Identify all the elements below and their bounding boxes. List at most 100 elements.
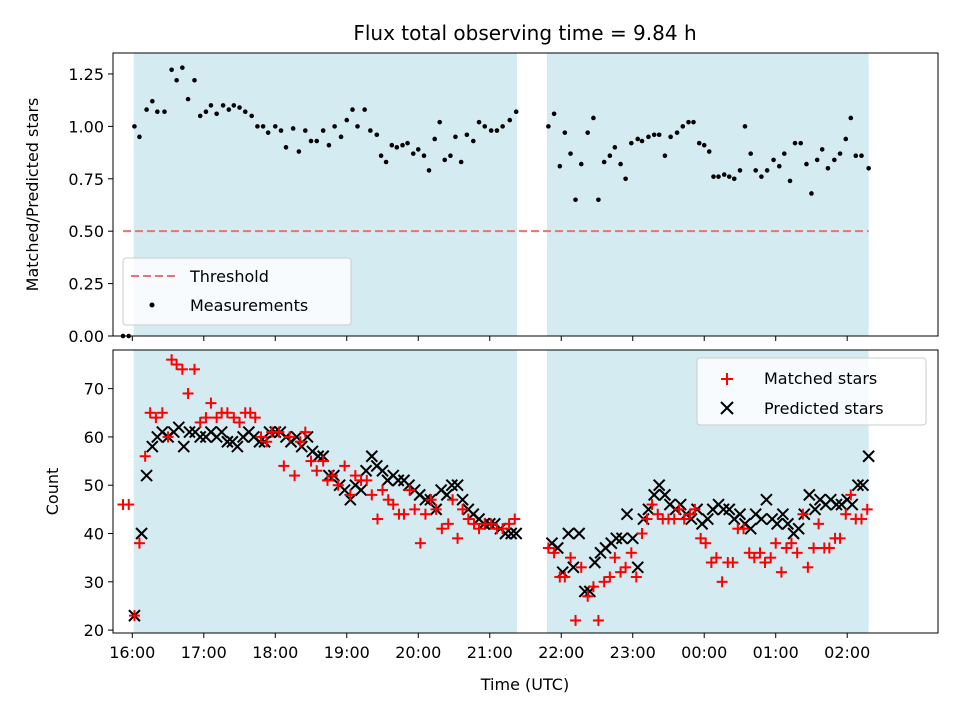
matched-star-marker: [452, 532, 464, 544]
legend-matched-label: Matched stars: [764, 369, 877, 388]
measurement-point: [226, 107, 232, 112]
measurement-point: [249, 113, 254, 119]
predicted-star-marker: [647, 488, 661, 502]
matched-star-marker: [425, 494, 437, 506]
measurement-point: [557, 163, 563, 169]
measurement-point: [471, 138, 476, 144]
matched-star-marker: [582, 590, 594, 602]
matched-star-marker: [150, 412, 162, 424]
y-tick-label: 0.50: [68, 222, 104, 241]
matched-star-marker: [305, 455, 317, 467]
predicted-star-marker: [365, 450, 379, 463]
top-y-ticks: 0.00 0.25 0.50 0.75 1.00 1.25: [68, 65, 113, 346]
measurement-point: [825, 165, 831, 171]
matched-star-marker: [797, 508, 809, 520]
measurement-point: [612, 145, 618, 150]
measurement-point: [656, 132, 662, 138]
matched-star-marker: [139, 450, 151, 462]
measurement-point: [513, 109, 519, 114]
predicted-star-marker: [253, 435, 266, 448]
predicted-star-marker: [781, 517, 795, 531]
matched-star-marker: [299, 426, 311, 438]
measurement-point: [726, 174, 732, 179]
matched-star-marker: [592, 614, 604, 626]
measurement-point: [753, 168, 758, 173]
measurement-point: [362, 107, 367, 112]
matched-star-marker: [542, 542, 554, 554]
measurement-point: [220, 103, 226, 108]
matched-star-marker: [144, 407, 156, 419]
y-tick-label: 20: [84, 621, 104, 640]
measurement-point: [787, 178, 793, 184]
predicted-star-marker: [620, 507, 634, 521]
measurement-point: [804, 161, 809, 167]
matched-star-marker: [409, 503, 421, 515]
measurement-point: [562, 130, 568, 135]
matched-star-marker: [641, 513, 653, 525]
measurement-point: [383, 159, 389, 165]
matched-star-marker: [372, 513, 384, 525]
predicted-star-marker: [851, 479, 865, 492]
matched-star-marker: [748, 552, 760, 564]
measurement-point: [776, 163, 782, 169]
measurement-point: [866, 165, 871, 171]
predicted-star-marker: [456, 493, 469, 506]
matched-star-marker: [162, 431, 174, 443]
predicted-star-marker: [652, 479, 666, 492]
matched-star-marker: [727, 556, 739, 568]
predicted-star-marker: [301, 430, 314, 444]
measurement-point: [662, 153, 668, 159]
measurement-point: [290, 126, 296, 131]
matched-star-marker: [785, 537, 797, 549]
predicted-star-marker: [194, 430, 207, 444]
matched-star-marker: [780, 542, 792, 554]
matched-star-marker: [861, 503, 873, 515]
matched-star-marker: [716, 576, 728, 588]
measurement-point: [853, 153, 859, 159]
matched-star-marker: [377, 484, 389, 496]
x-tick-label: 23:00: [610, 643, 656, 662]
predicted-star-marker: [631, 561, 644, 574]
measurement-point: [338, 134, 344, 140]
matched-star-marker: [840, 508, 852, 520]
measurement-point: [162, 109, 167, 114]
matched-star-marker: [462, 513, 474, 525]
matched-star-marker: [205, 397, 217, 409]
measurement-point: [716, 174, 721, 179]
measurement-point: [237, 105, 242, 110]
predicted-star-marker: [221, 435, 234, 448]
x-tick-label: 22:00: [538, 643, 584, 662]
predicted-star-marker: [135, 527, 148, 540]
predicted-star-marker: [776, 507, 790, 521]
top-legend-box: [122, 257, 352, 326]
matched-star-marker: [442, 518, 454, 530]
predicted-star-marker: [140, 469, 153, 482]
measurement-point: [585, 130, 590, 135]
measurement-point: [781, 151, 787, 156]
predicted-star-marker: [295, 440, 308, 453]
measurement-point: [635, 136, 641, 142]
matched-star-marker: [802, 561, 814, 573]
matched-stars-points: [117, 354, 873, 626]
matched-star-marker: [123, 499, 135, 511]
matched-star-marker: [128, 610, 140, 622]
predicted-star-marker: [376, 464, 389, 477]
matched-star-marker: [834, 532, 846, 544]
matched-star-marker: [171, 358, 183, 370]
matched-star-marker: [468, 518, 480, 530]
measurement-point: [488, 128, 494, 133]
predicted-star-marker: [146, 440, 159, 453]
measurement-point: [701, 142, 707, 148]
bottom-legend-box: [696, 357, 927, 426]
predicted-star-marker: [588, 556, 602, 569]
measurement-point: [711, 174, 716, 179]
matched-star-marker: [156, 407, 168, 419]
measurement-point: [742, 124, 748, 129]
measurement-point: [607, 153, 613, 159]
predicted-star-marker: [733, 507, 747, 521]
predicted-star-marker: [792, 522, 805, 535]
measurement-point: [432, 136, 438, 142]
predicted-star-marker: [770, 517, 784, 531]
y-tick-label: 1.00: [68, 117, 104, 136]
matched-star-marker: [344, 489, 356, 501]
